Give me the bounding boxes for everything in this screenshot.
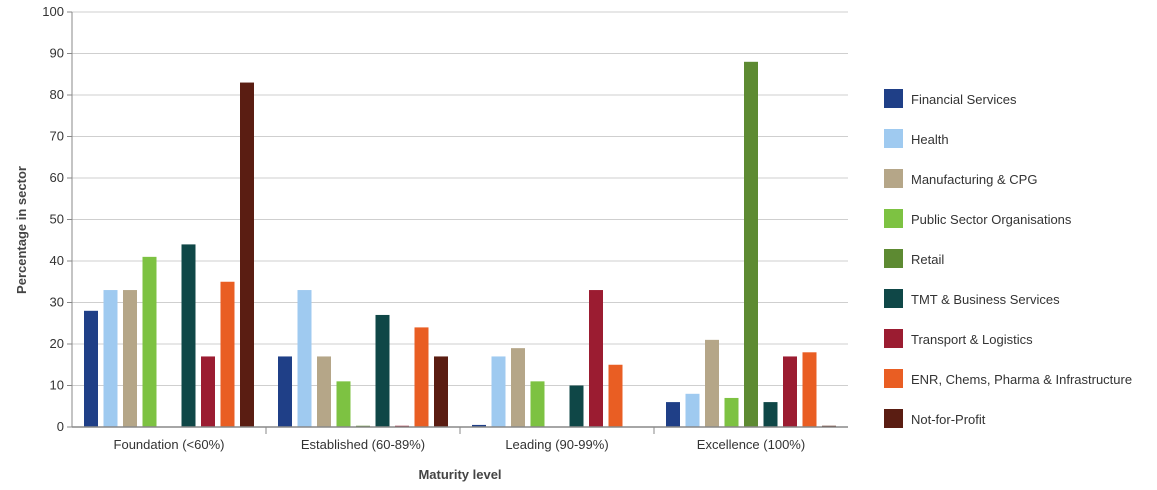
bar bbox=[278, 356, 292, 427]
x-tick-label: Foundation (<60%) bbox=[114, 437, 225, 452]
legend-swatch bbox=[884, 129, 903, 148]
legend-swatch bbox=[884, 169, 903, 188]
bar bbox=[685, 393, 700, 427]
bar bbox=[297, 290, 312, 427]
bar bbox=[142, 256, 157, 427]
y-tick-label: 20 bbox=[50, 336, 64, 351]
legend-swatch bbox=[884, 249, 903, 268]
y-axis-title: Percentage in sector bbox=[14, 166, 29, 294]
bar bbox=[317, 356, 331, 427]
legend-swatch bbox=[884, 289, 903, 308]
y-tick-label: 30 bbox=[50, 295, 64, 310]
x-tick-label: Excellence (100%) bbox=[697, 437, 805, 452]
bar bbox=[434, 356, 448, 427]
bars bbox=[84, 61, 836, 428]
bar bbox=[491, 356, 506, 427]
bar bbox=[530, 381, 545, 427]
bar bbox=[240, 82, 254, 428]
legend-label: Financial Services bbox=[911, 92, 1017, 107]
bar bbox=[123, 290, 137, 427]
legend-label: Transport & Logistics bbox=[911, 332, 1033, 347]
bar bbox=[472, 424, 486, 427]
y-tick-label: 90 bbox=[50, 46, 64, 61]
legend-label: Public Sector Organisations bbox=[911, 212, 1072, 227]
bar bbox=[763, 402, 778, 427]
legend-swatch bbox=[884, 209, 903, 228]
y-tick-label: 10 bbox=[50, 378, 64, 393]
bar bbox=[724, 397, 739, 427]
bar bbox=[375, 314, 390, 427]
legend-swatch bbox=[884, 369, 903, 388]
legend-label: Retail bbox=[911, 252, 944, 267]
y-tick-label: 60 bbox=[50, 170, 64, 185]
legend-label: TMT & Business Services bbox=[911, 292, 1060, 307]
legend-label: ENR, Chems, Pharma & Infrastructure bbox=[911, 372, 1132, 387]
gridlines bbox=[72, 11, 848, 386]
bar bbox=[103, 290, 118, 427]
y-tick-label: 80 bbox=[50, 87, 64, 102]
axes: 0 10 20 30 40 50 60 70 80 90 100 Foundation (<60%) E… bbox=[42, 4, 848, 452]
bar bbox=[783, 356, 797, 427]
bar bbox=[589, 290, 603, 427]
bar bbox=[608, 364, 623, 427]
bar bbox=[666, 402, 680, 427]
legend-swatch bbox=[884, 89, 903, 108]
bar bbox=[705, 339, 719, 427]
bar bbox=[511, 348, 525, 427]
x-axis-title: Maturity level bbox=[418, 467, 501, 482]
bar bbox=[220, 281, 235, 427]
bar bbox=[84, 310, 98, 427]
legend-label: Manufacturing & CPG bbox=[911, 172, 1037, 187]
y-tick-label: 0 bbox=[57, 419, 64, 434]
legend: Financial Services Health Manufacturing & … bbox=[884, 89, 1132, 428]
bar bbox=[414, 327, 429, 427]
x-tick-label: Established (60-89%) bbox=[301, 437, 425, 452]
y-tick-label: 40 bbox=[50, 253, 64, 268]
legend-swatch bbox=[884, 409, 903, 428]
bar bbox=[181, 244, 196, 427]
x-tick-label: Leading (90-99%) bbox=[505, 437, 608, 452]
legend-label: Not-for-Profit bbox=[911, 412, 986, 427]
bar bbox=[569, 385, 584, 427]
bar bbox=[336, 381, 351, 427]
y-tick-label: 50 bbox=[50, 212, 64, 227]
legend-label: Health bbox=[911, 132, 949, 147]
legend-swatch bbox=[884, 329, 903, 348]
bar bbox=[201, 356, 215, 427]
y-tick-label: 70 bbox=[50, 129, 64, 144]
bar bbox=[744, 61, 758, 428]
y-tick-label: 100 bbox=[42, 4, 64, 19]
bar bbox=[802, 352, 817, 427]
